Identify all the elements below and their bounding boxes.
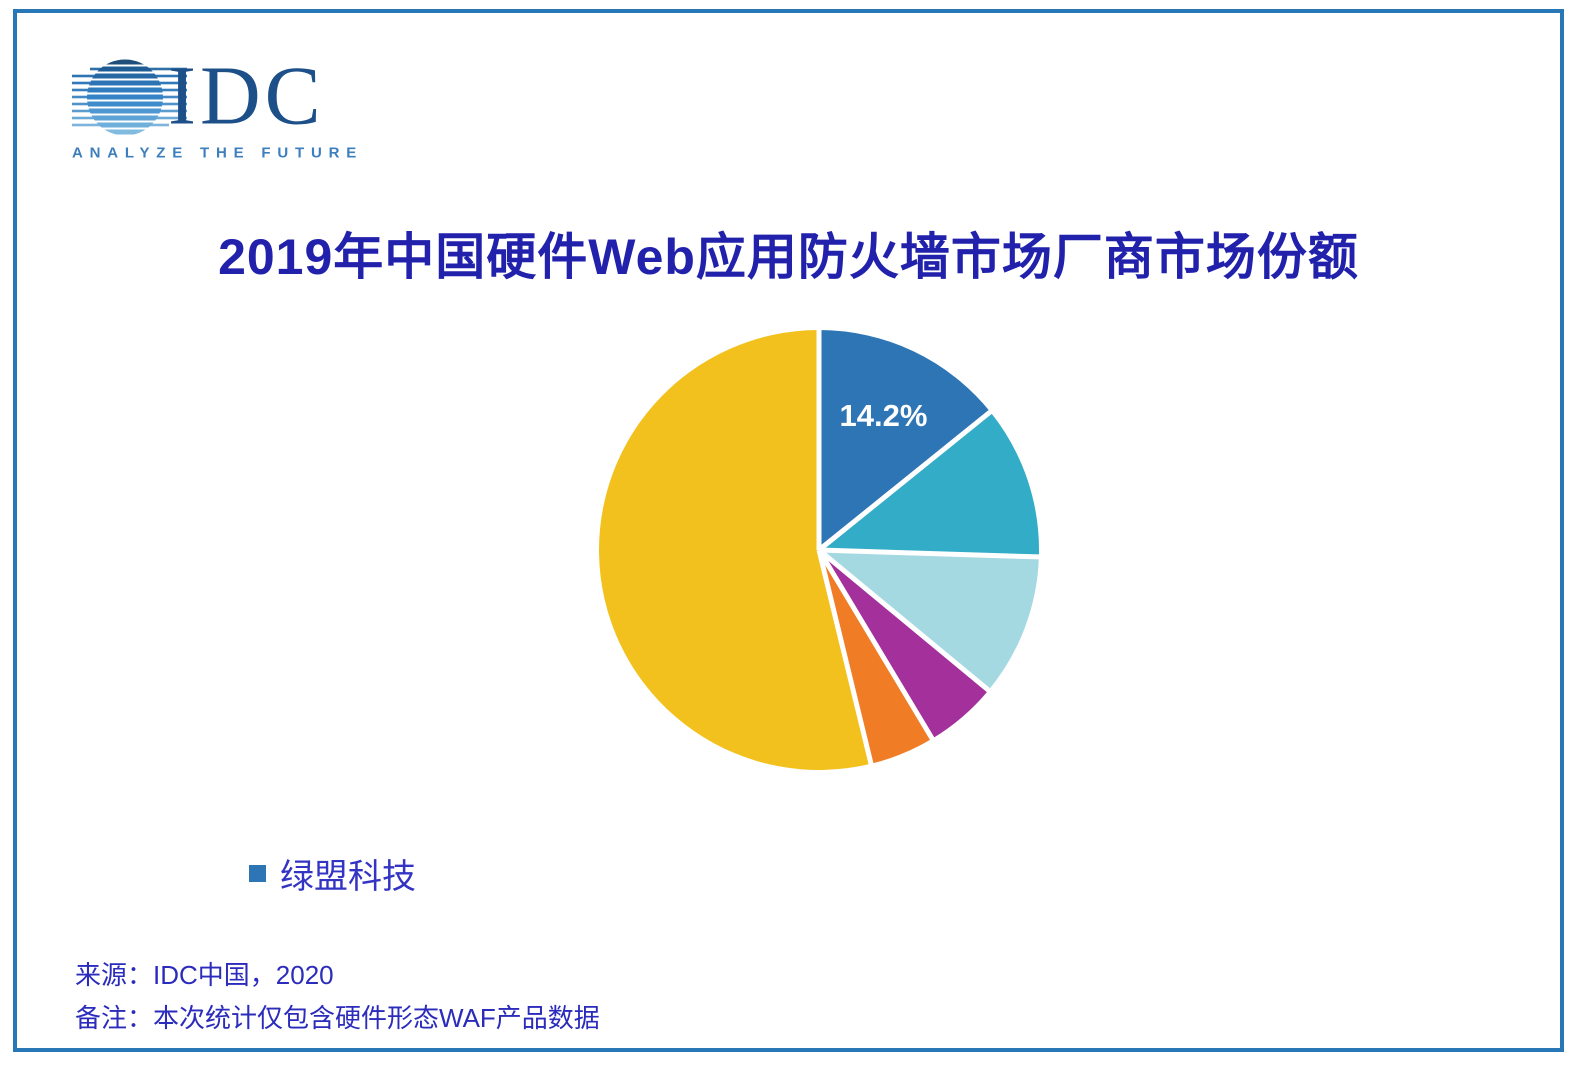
idc-logo: IDC ANALYZE THE FUTURE: [72, 55, 363, 162]
note-line: 备注：本次统计仅包含硬件形态WAF产品数据: [75, 1003, 600, 1033]
slice-separator: [818, 547, 1040, 560]
legend-marker: [249, 865, 266, 882]
pie-chart: 14.2%: [599, 329, 1040, 770]
legend-label: 绿盟科技: [280, 858, 416, 896]
slice-separator: [817, 548, 991, 693]
pie-slice: [819, 550, 933, 764]
pie-slice: [819, 550, 989, 739]
brand-wordmark: IDC: [168, 55, 325, 143]
chart-footer: 来源：IDC中国，2020 备注：本次统计仅包含硬件形态WAF产品数据: [75, 954, 600, 1040]
source-line: 来源：IDC中国，2020: [75, 960, 334, 990]
slice-separator: [816, 548, 935, 741]
globe-icon: [72, 59, 187, 135]
pie-slice: [599, 330, 872, 770]
pie-slice: [819, 330, 991, 550]
slice-separator: [817, 409, 993, 552]
chart-legend: 绿盟科技: [249, 849, 416, 898]
page-title: 2019年中国硬件Web应用防火墙市场厂商市场份额: [218, 229, 1359, 285]
pie-slice: [819, 550, 1039, 691]
page-frame: IDC ANALYZE THE FUTURE 2019年中国硬件Web应用防火墙…: [13, 9, 1564, 1052]
brand-tagline: ANALYZE THE FUTURE: [72, 145, 363, 162]
pie-slice-label: 14.2%: [840, 398, 928, 433]
slice-separator: [816, 549, 874, 765]
pie-slice: [819, 411, 1039, 557]
